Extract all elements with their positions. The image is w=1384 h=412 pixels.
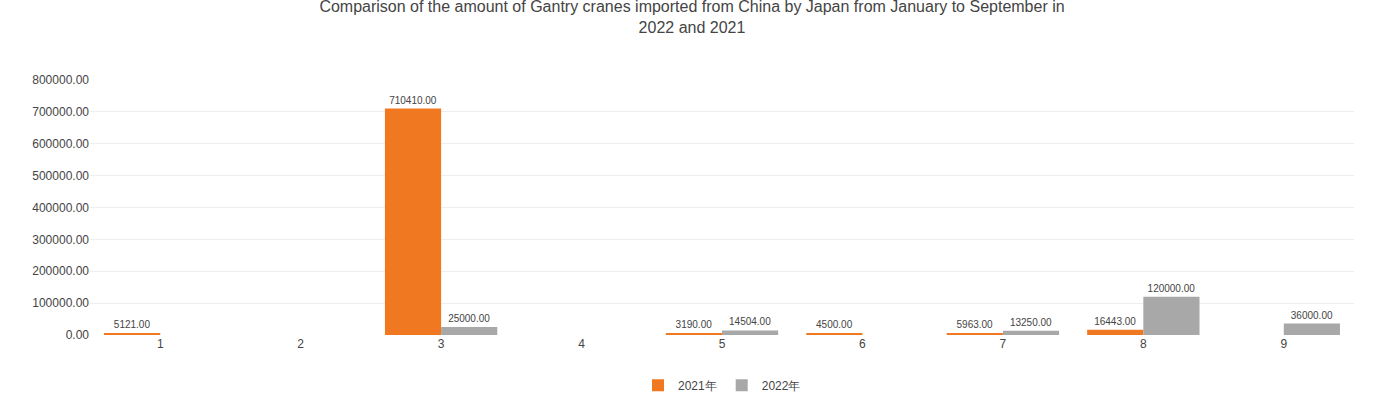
- svg-text:13250.00: 13250.00: [1010, 317, 1052, 328]
- svg-text:600000.00: 600000.00: [32, 137, 89, 151]
- svg-text:3: 3: [438, 337, 445, 351]
- svg-text:5: 5: [719, 337, 726, 351]
- svg-text:300000.00: 300000.00: [32, 233, 89, 247]
- svg-text:14504.00: 14504.00: [729, 316, 771, 327]
- svg-text:7: 7: [1000, 337, 1007, 351]
- svg-text:2022年: 2022年: [762, 379, 801, 393]
- svg-text:Comparison of the amount of Ga: Comparison of the amount of Gantry crane…: [319, 0, 1064, 36]
- svg-text:25000.00: 25000.00: [448, 313, 490, 324]
- svg-text:5121.00: 5121.00: [114, 319, 151, 330]
- svg-text:5963.00: 5963.00: [957, 319, 994, 330]
- svg-text:200000.00: 200000.00: [32, 264, 89, 278]
- svg-text:500000.00: 500000.00: [32, 169, 89, 183]
- svg-text:0.00: 0.00: [66, 328, 90, 342]
- svg-text:6: 6: [859, 337, 866, 351]
- svg-text:100000.00: 100000.00: [32, 296, 89, 310]
- svg-text:36000.00: 36000.00: [1291, 310, 1333, 321]
- svg-text:9: 9: [1280, 337, 1287, 351]
- svg-text:2021年: 2021年: [678, 379, 717, 393]
- svg-text:8: 8: [1140, 337, 1147, 351]
- svg-text:710410.00: 710410.00: [389, 95, 437, 106]
- svg-text:800000.00: 800000.00: [32, 73, 89, 87]
- svg-text:2: 2: [297, 337, 304, 351]
- svg-text:3190.00: 3190.00: [676, 319, 713, 330]
- svg-text:1: 1: [157, 337, 164, 351]
- svg-text:120000.00: 120000.00: [1148, 283, 1196, 294]
- svg-text:4: 4: [578, 337, 585, 351]
- svg-text:4500.00: 4500.00: [816, 319, 853, 330]
- svg-text:400000.00: 400000.00: [32, 201, 89, 215]
- svg-text:16443.00: 16443.00: [1094, 316, 1136, 327]
- svg-text:700000.00: 700000.00: [32, 105, 89, 119]
